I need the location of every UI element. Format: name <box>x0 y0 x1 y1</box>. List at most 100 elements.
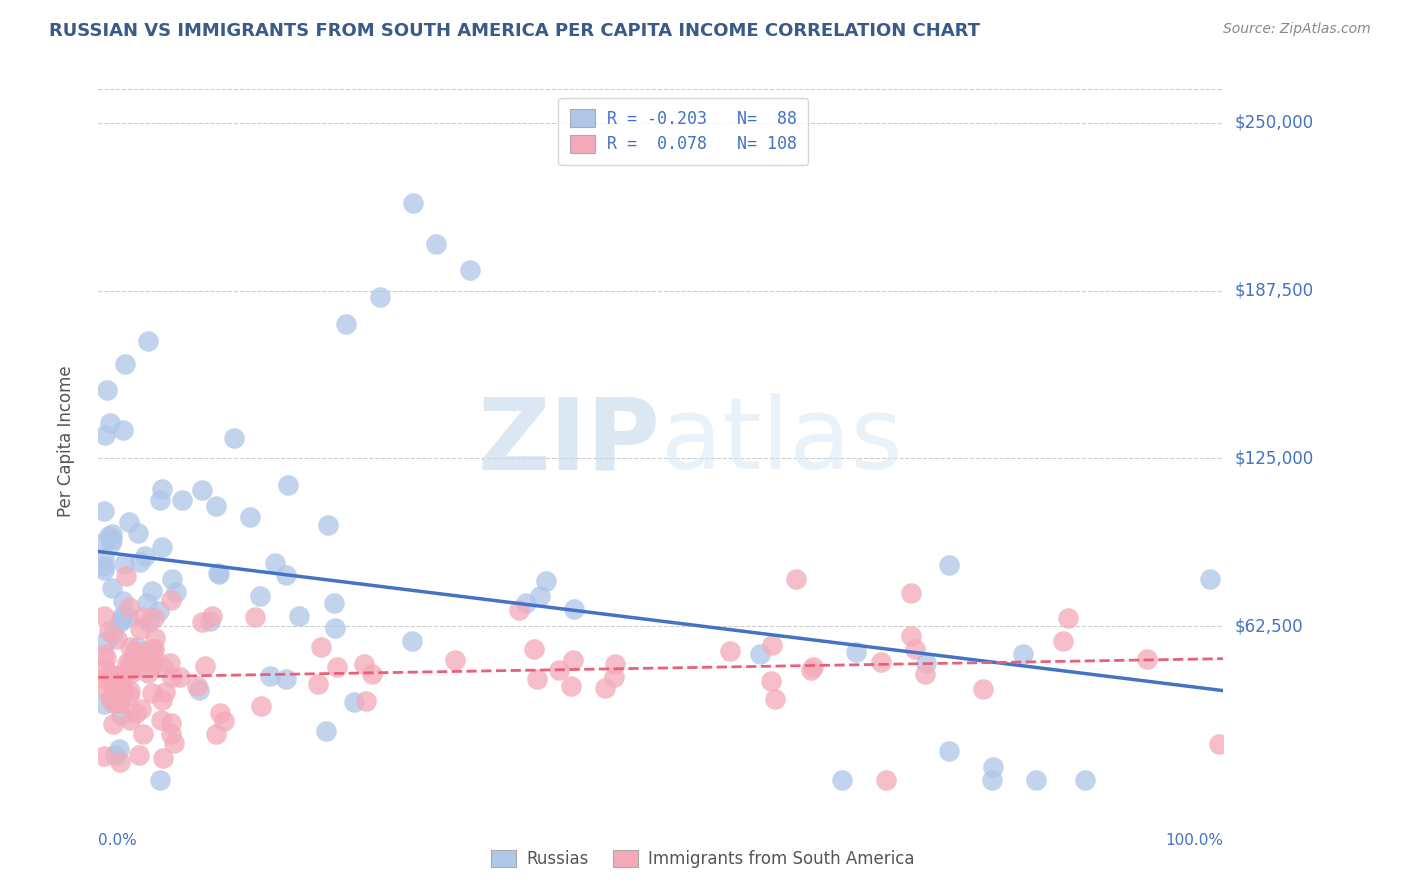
Point <box>1136 652 1159 666</box>
Point <box>160 572 183 586</box>
Point <box>759 674 782 689</box>
Point <box>129 702 152 716</box>
Point <box>207 566 229 581</box>
Point <box>127 526 149 541</box>
Point <box>360 667 382 681</box>
Point <box>128 556 150 570</box>
Point <box>143 632 166 646</box>
Legend: R = -0.203   N=  88, R =  0.078   N= 108: R = -0.203 N= 88, R = 0.078 N= 108 <box>558 97 808 165</box>
Point <box>353 657 375 672</box>
Point <box>115 568 138 582</box>
Point <box>101 696 124 710</box>
Text: RUSSIAN VS IMMIGRANTS FROM SOUTH AMERICA PER CAPITA INCOME CORRELATION CHART: RUSSIAN VS IMMIGRANTS FROM SOUTH AMERICA… <box>49 22 980 40</box>
Point <box>425 236 447 251</box>
Point <box>127 660 149 674</box>
Point <box>160 727 183 741</box>
Point <box>354 694 377 708</box>
Point <box>93 563 115 577</box>
Point <box>593 681 616 695</box>
Point <box>900 629 922 643</box>
Point <box>148 604 170 618</box>
Point <box>94 661 117 675</box>
Point <box>108 696 131 710</box>
Point <box>315 724 337 739</box>
Point <box>800 663 823 677</box>
Point <box>141 658 163 673</box>
Point <box>104 688 127 702</box>
Point <box>152 751 174 765</box>
Point <box>103 747 125 762</box>
Point <box>547 663 569 677</box>
Point <box>103 681 125 696</box>
Point <box>94 635 117 649</box>
Point <box>163 736 186 750</box>
Point <box>307 677 329 691</box>
Point <box>316 518 339 533</box>
Point <box>264 556 287 570</box>
Point <box>100 536 122 550</box>
Point <box>135 644 157 658</box>
Point <box>136 665 159 680</box>
Point <box>111 612 134 626</box>
Point <box>120 684 142 698</box>
Point <box>191 483 214 497</box>
Point <box>93 504 115 518</box>
Point <box>165 585 187 599</box>
Text: atlas: atlas <box>661 393 903 490</box>
Point <box>117 610 139 624</box>
Text: 100.0%: 100.0% <box>1166 832 1223 847</box>
Point <box>159 715 181 730</box>
Point <box>603 657 626 671</box>
Point <box>1199 572 1222 586</box>
Point <box>108 696 131 710</box>
Point <box>276 672 298 686</box>
Point <box>875 773 897 788</box>
Point <box>938 558 960 572</box>
Point <box>534 574 557 588</box>
Point <box>129 652 152 666</box>
Point <box>96 383 118 397</box>
Point <box>831 773 853 788</box>
Point <box>169 670 191 684</box>
Point <box>121 657 143 671</box>
Text: Source: ZipAtlas.com: Source: ZipAtlas.com <box>1223 22 1371 37</box>
Point <box>224 431 246 445</box>
Point <box>111 423 134 437</box>
Point <box>110 755 132 769</box>
Point <box>150 540 173 554</box>
Point <box>115 656 138 670</box>
Point <box>128 748 150 763</box>
Point <box>443 653 465 667</box>
Point <box>143 642 166 657</box>
Point <box>132 727 155 741</box>
Point <box>200 608 222 623</box>
Point <box>402 196 425 211</box>
Point <box>323 621 346 635</box>
Point <box>243 609 266 624</box>
Point <box>93 647 115 661</box>
Point <box>124 644 146 658</box>
Point <box>561 653 583 667</box>
Point <box>342 695 364 709</box>
Point <box>1208 737 1230 751</box>
Point <box>125 640 148 654</box>
Point <box>142 641 165 656</box>
Point <box>101 527 124 541</box>
Point <box>114 357 136 371</box>
Point <box>93 680 115 694</box>
Point <box>277 478 299 492</box>
Point <box>111 682 134 697</box>
Point <box>141 584 163 599</box>
Point <box>1052 634 1074 648</box>
Point <box>93 748 115 763</box>
Point <box>149 713 172 727</box>
Point <box>155 685 177 699</box>
Point <box>749 647 772 661</box>
Point <box>150 693 173 707</box>
Point <box>108 615 131 629</box>
Point <box>205 499 228 513</box>
Point <box>118 654 141 668</box>
Point <box>562 602 585 616</box>
Point <box>120 665 142 680</box>
Point <box>204 727 226 741</box>
